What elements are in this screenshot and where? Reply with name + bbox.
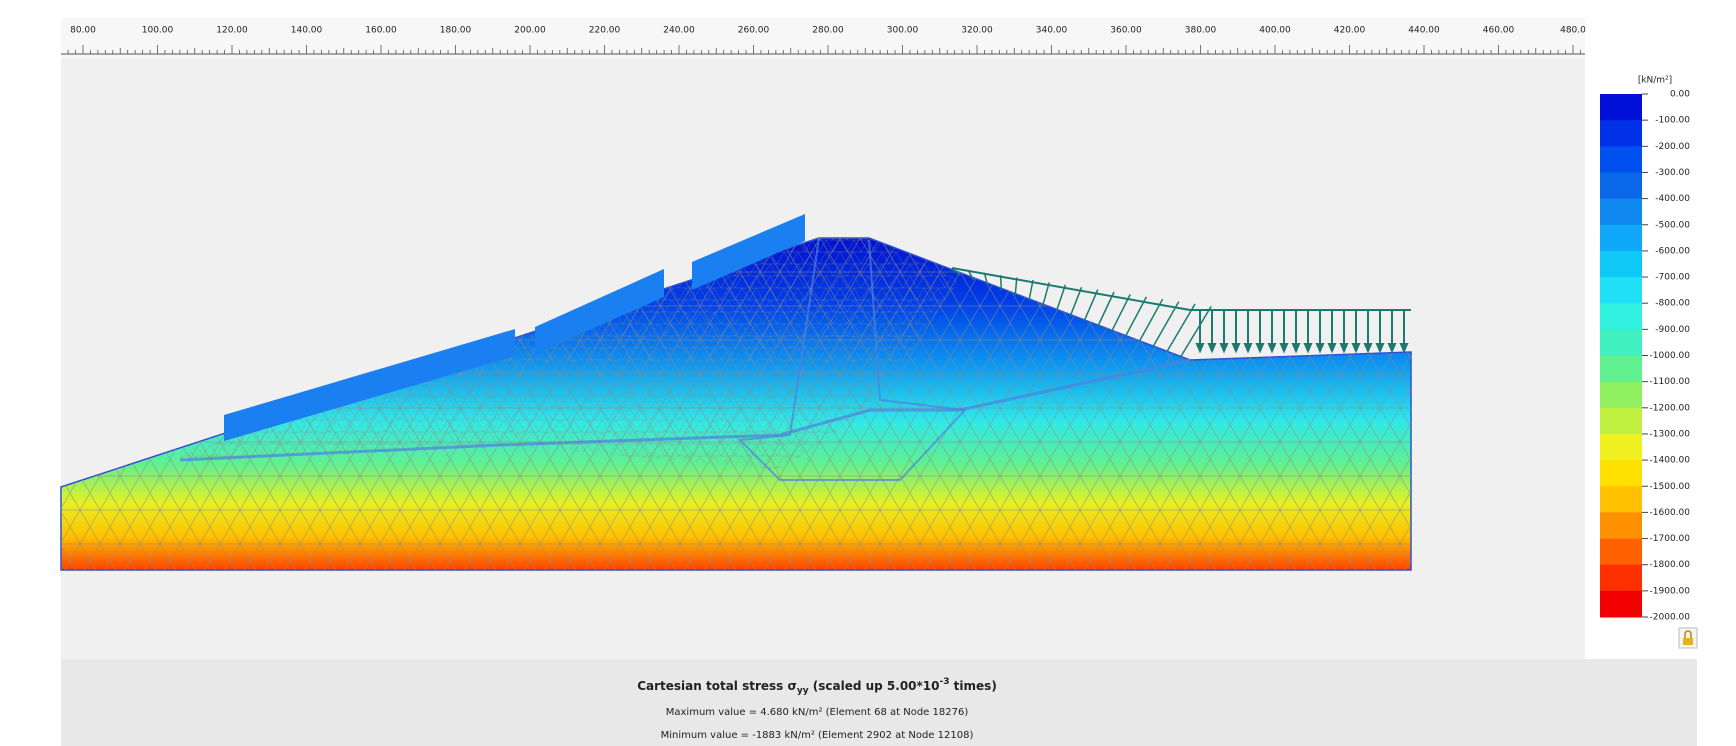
legend-label: -1200.00 [1650, 403, 1691, 413]
legend-swatch [1600, 225, 1642, 252]
ruler-label: 300.00 [887, 26, 919, 36]
title-part: times) [950, 679, 997, 693]
legend-swatch [1600, 172, 1642, 199]
legend-label: -200.00 [1655, 142, 1690, 152]
ruler-label: 340.00 [1036, 26, 1068, 36]
ruler-label: 200.00 [514, 26, 546, 36]
legend-swatch [1600, 460, 1642, 487]
caption-max: Maximum value = 4.680 kN/m² (Element 68 … [666, 707, 969, 718]
ruler-label: 280.00 [812, 26, 844, 36]
legend-label: -900.00 [1655, 325, 1690, 335]
legend-label: -1800.00 [1650, 560, 1691, 570]
legend-swatch [1600, 591, 1642, 618]
legend-label: -800.00 [1655, 299, 1690, 309]
legend-swatch [1600, 408, 1642, 435]
legend-label: -600.00 [1655, 246, 1690, 256]
legend-label: -1600.00 [1650, 508, 1691, 518]
legend-label: -300.00 [1655, 168, 1690, 178]
ruler-label: 400.00 [1259, 26, 1291, 36]
caption-min: Minimum value = -1883 kN/m² (Element 290… [661, 730, 974, 741]
legend-swatch [1600, 356, 1642, 383]
app-view: 80.00 100.00 120.00 140.00 160.00 180.00 200.0… [0, 0, 1736, 746]
legend-label: -1900.00 [1650, 586, 1691, 596]
legend-label: -1700.00 [1650, 534, 1691, 544]
legend-swatch [1600, 329, 1642, 356]
legend-swatch [1600, 512, 1642, 539]
legend-label: -1000.00 [1650, 351, 1691, 361]
legend-swatch [1600, 486, 1642, 513]
title-sub: yy [797, 686, 809, 696]
ruler-label: 220.00 [589, 26, 621, 36]
ruler-label: 80.00 [70, 26, 96, 36]
ruler-label: 480.0 [1560, 26, 1586, 36]
legend-label: -2000.00 [1650, 613, 1691, 623]
title-part: Cartesian total stress σ [637, 679, 797, 693]
legend-label: -100.00 [1655, 116, 1690, 126]
legend-unit: [kN/m²] [1638, 76, 1672, 86]
legend-label: -1400.00 [1650, 456, 1691, 466]
ruler-label: 160.00 [365, 26, 397, 36]
ruler-label: 460.00 [1483, 26, 1515, 36]
lock-icon[interactable] [1679, 628, 1697, 648]
legend-swatch [1600, 120, 1642, 147]
ruler-label: 180.00 [440, 26, 472, 36]
ruler-label: 380.00 [1185, 26, 1217, 36]
legend-swatch [1600, 146, 1642, 173]
legend-label: -700.00 [1655, 273, 1690, 283]
legend-swatch [1600, 94, 1642, 121]
title-sup: -3 [940, 677, 950, 687]
legend-swatch [1600, 277, 1642, 304]
legend-swatch [1600, 382, 1642, 409]
legend-swatch [1600, 251, 1642, 278]
legend-label: -1500.00 [1650, 482, 1691, 492]
legend-swatch [1600, 303, 1642, 330]
ruler-label: 360.00 [1110, 26, 1142, 36]
legend-label: -500.00 [1655, 220, 1690, 230]
legend-swatch [1600, 199, 1642, 226]
legend-label: -400.00 [1655, 194, 1690, 204]
ruler-label: 260.00 [738, 26, 770, 36]
ruler-label: 420.00 [1334, 26, 1366, 36]
legend-swatch [1600, 434, 1642, 461]
ruler-label: 320.00 [961, 26, 993, 36]
ruler [61, 18, 1585, 58]
legend-label: 0.00 [1670, 90, 1690, 100]
legend-label: -1300.00 [1650, 429, 1691, 439]
legend-label: -1100.00 [1650, 377, 1691, 387]
title-part: (scaled up 5.00*10 [809, 679, 940, 693]
ruler-label: 120.00 [216, 26, 248, 36]
legend-swatch [1600, 565, 1642, 592]
ruler-label: 240.00 [663, 26, 695, 36]
legend-swatch [1600, 539, 1642, 566]
ruler-label: 100.00 [142, 26, 174, 36]
ruler-label: 440.00 [1408, 26, 1440, 36]
ruler-label: 140.00 [291, 26, 323, 36]
